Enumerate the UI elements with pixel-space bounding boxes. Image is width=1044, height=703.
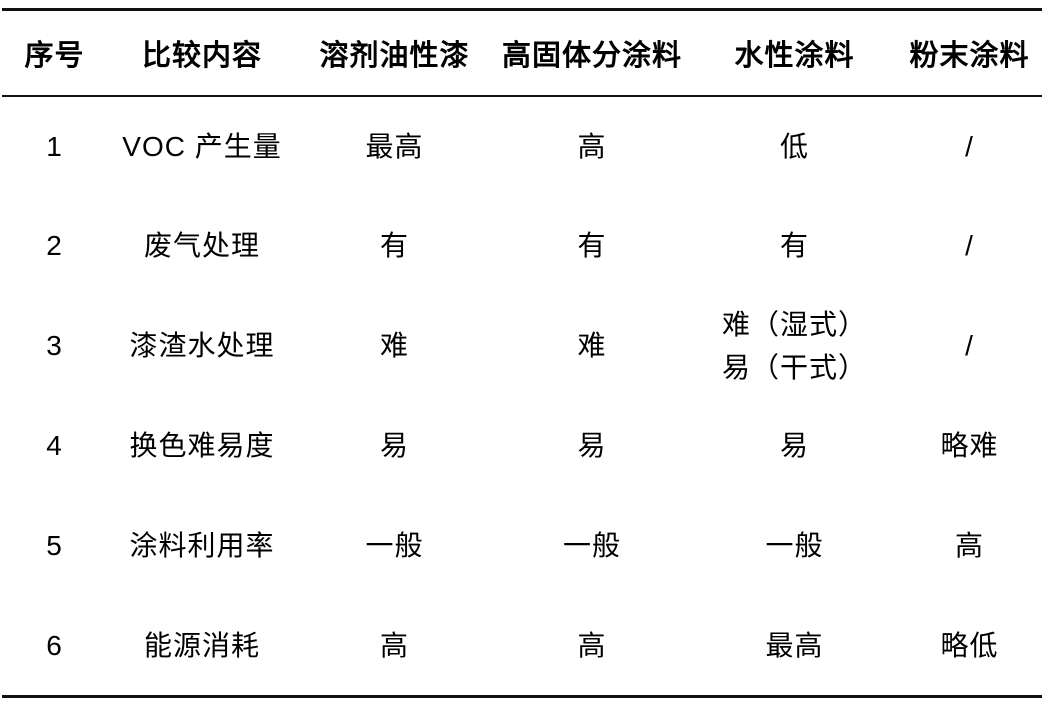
header-cell-high-solids-coating: 高固体分涂料 xyxy=(501,40,682,72)
row-number-cell: 3 xyxy=(46,330,63,362)
table-row: 1 VOC 产生量 最高 高 低 / xyxy=(2,96,1042,196)
table-cell: 易 xyxy=(577,430,607,462)
table-row: 4 换色难易度 易 易 易 略难 xyxy=(2,396,1042,496)
table-cell: 高 xyxy=(379,629,409,661)
table-cell: / xyxy=(965,330,974,362)
table-cell: 高 xyxy=(577,629,607,661)
table-cell: 高 xyxy=(577,130,607,162)
table-cell: 有 xyxy=(779,230,809,262)
table-cell: / xyxy=(965,230,974,262)
table-cell: 一般 xyxy=(765,530,824,562)
table-cell: 略难 xyxy=(940,430,999,462)
table-cell: 难 xyxy=(379,330,409,362)
table-cell: 最高 xyxy=(765,629,824,661)
table-row: 2 废气处理 有 有 有 / xyxy=(2,196,1042,296)
table-cell: 涂料利用率 xyxy=(129,530,275,562)
header-cell-powder-coating: 粉末涂料 xyxy=(909,40,1030,72)
row-number-cell: 2 xyxy=(46,230,63,262)
table-cell: 换色难易度 xyxy=(129,430,275,462)
table-row: 5 涂料利用率 一般 一般 一般 高 xyxy=(2,496,1042,596)
table-cell: 易 xyxy=(779,430,809,462)
row-number-cell: 1 xyxy=(46,130,63,162)
table-cell: 低 xyxy=(779,130,809,162)
row-number-cell: 5 xyxy=(46,530,63,562)
header-cell-index: 序号 xyxy=(24,40,85,72)
table-cell: 有 xyxy=(379,230,409,262)
table-cell: 废气处理 xyxy=(143,230,260,262)
table-cell: 漆渣水处理 xyxy=(129,330,275,362)
header-cell-waterborne-coating: 水性涂料 xyxy=(734,40,855,72)
table-cell: 难（湿式） 易（干式） xyxy=(721,308,867,383)
header-cell-comparison-item: 比较内容 xyxy=(141,40,262,72)
header-row: 序号 比较内容 溶剂油性漆 高固体分涂料 水性涂料 粉末涂料 xyxy=(2,9,1042,96)
table-cell: 一般 xyxy=(365,530,424,562)
row-number-cell: 4 xyxy=(46,430,63,462)
table-cell: 高 xyxy=(954,530,984,562)
row-number-cell: 6 xyxy=(46,629,63,661)
table-cell: VOC 产生量 xyxy=(122,130,282,162)
table-row: 3 漆渣水处理 难 难 难（湿式） 易（干式） / xyxy=(2,296,1042,396)
table-cell: 略低 xyxy=(940,629,999,661)
table-cell: 难 xyxy=(577,330,607,362)
table-cell: 一般 xyxy=(562,530,621,562)
table-cell: / xyxy=(965,130,974,162)
coating-comparison-table: 序号 比较内容 溶剂油性漆 高固体分涂料 水性涂料 粉末涂料 1 VOC 产生量最… xyxy=(2,8,1042,698)
table-cell: 有 xyxy=(577,230,607,262)
table-cell: 易 xyxy=(379,430,409,462)
table-cell: 能源消耗 xyxy=(143,629,260,661)
table-body: 1 VOC 产生量 最高高低/2 废气处理有有有/3 漆渣水处理难难难（湿式） 易（干式… xyxy=(2,96,1042,696)
header-cell-solvent-paint: 溶剂油性漆 xyxy=(319,40,470,72)
table-cell: 最高 xyxy=(365,130,424,162)
table-row: 6 能源消耗 高 高 最高 略低 xyxy=(2,596,1042,696)
